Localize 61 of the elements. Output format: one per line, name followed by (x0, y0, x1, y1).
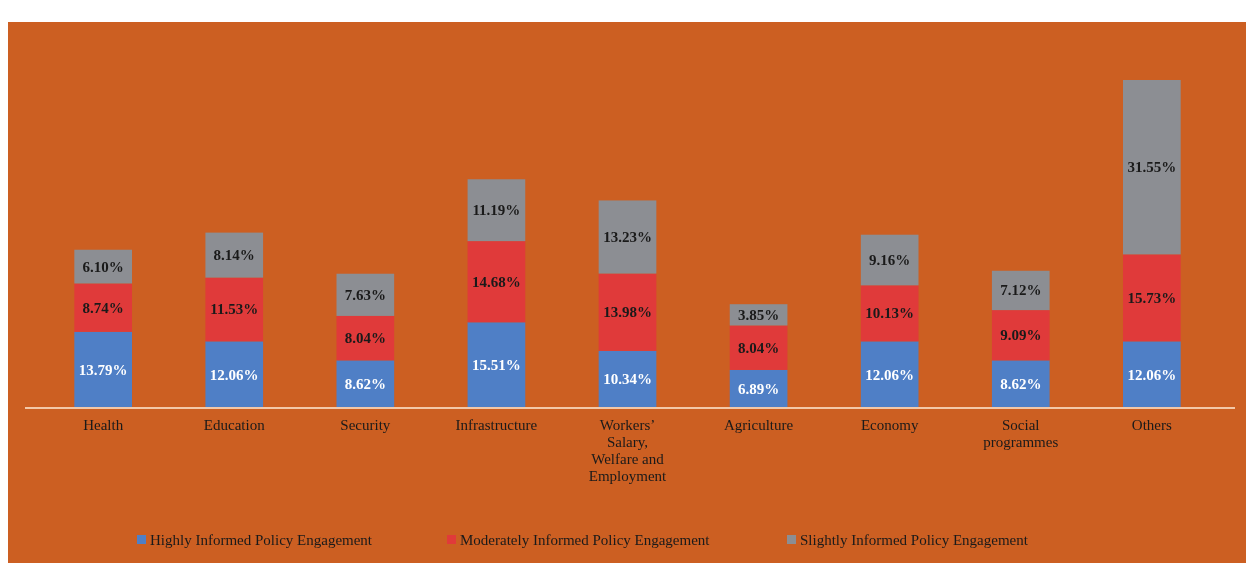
data-label: 9.16% (869, 252, 911, 269)
bar (336, 360, 395, 408)
data-label: 11.19% (472, 202, 521, 219)
data-label: 8.14% (213, 247, 255, 264)
data-label: 6.89% (737, 380, 780, 397)
legend-label: Slightly Informed Policy Engagement (800, 532, 1029, 548)
x-tick-label: Economy (860, 417, 919, 433)
data-label: 13.23% (603, 229, 652, 246)
bar (991, 270, 1050, 311)
data-label: 12.06% (209, 366, 259, 383)
bar (1123, 254, 1181, 342)
bar (205, 277, 264, 342)
bar (598, 200, 657, 274)
x-tick-label: Agriculture (724, 417, 794, 433)
bar (74, 331, 132, 408)
bar (991, 360, 1050, 408)
data-label: 3.85% (737, 306, 780, 323)
bar (467, 241, 526, 323)
legend-label: Moderately Informed Policy Engagement (460, 532, 711, 548)
data-label: 6.10% (82, 258, 124, 275)
data-label: 12.06% (1127, 366, 1177, 383)
data-label: 11.53% (210, 301, 259, 318)
x-tick-label: Others (1131, 417, 1172, 433)
data-label: 9.09% (1000, 327, 1042, 344)
bar (467, 179, 526, 242)
bar (1123, 80, 1181, 255)
bar (860, 341, 919, 408)
bar (729, 325, 788, 370)
data-label: 8.04% (737, 339, 780, 356)
data-label: 8.62% (344, 376, 386, 393)
bar (860, 285, 919, 342)
x-tick-label: Security (340, 417, 391, 433)
data-label: 15.73% (1127, 289, 1177, 306)
data-label: 13.79% (78, 361, 128, 378)
bar (598, 273, 657, 351)
bar (336, 273, 395, 316)
data-label: 14.68% (472, 273, 521, 290)
data-label: 31.55% (1127, 159, 1177, 176)
data-label: 8.62% (1000, 376, 1042, 393)
data-label: 7.63% (344, 286, 386, 303)
x-tick-label: Infrastructure (455, 417, 538, 433)
data-label: 8.04% (344, 330, 386, 347)
data-label: 10.34% (603, 371, 652, 388)
data-label: 15.51% (472, 357, 521, 374)
data-label: 10.13% (865, 305, 915, 322)
bar (467, 322, 526, 408)
bar (991, 310, 1050, 361)
bar (205, 341, 264, 408)
bar (860, 234, 919, 286)
x-tick-label: Health (83, 417, 124, 433)
data-label: 13.98% (603, 304, 652, 321)
data-label: 7.12% (1000, 282, 1042, 299)
bar (1123, 341, 1181, 408)
legend-label: Highly Informed Policy Engagement (150, 532, 373, 548)
bar (205, 232, 264, 278)
x-tick-label: Workers’ Salary, Welfare and Employment (588, 417, 668, 484)
bar (74, 283, 132, 332)
data-label: 12.06% (865, 366, 915, 383)
x-tick-label: Social programmes (983, 417, 1059, 450)
x-tick-label: Education (203, 417, 266, 433)
data-label: 8.74% (82, 299, 124, 316)
